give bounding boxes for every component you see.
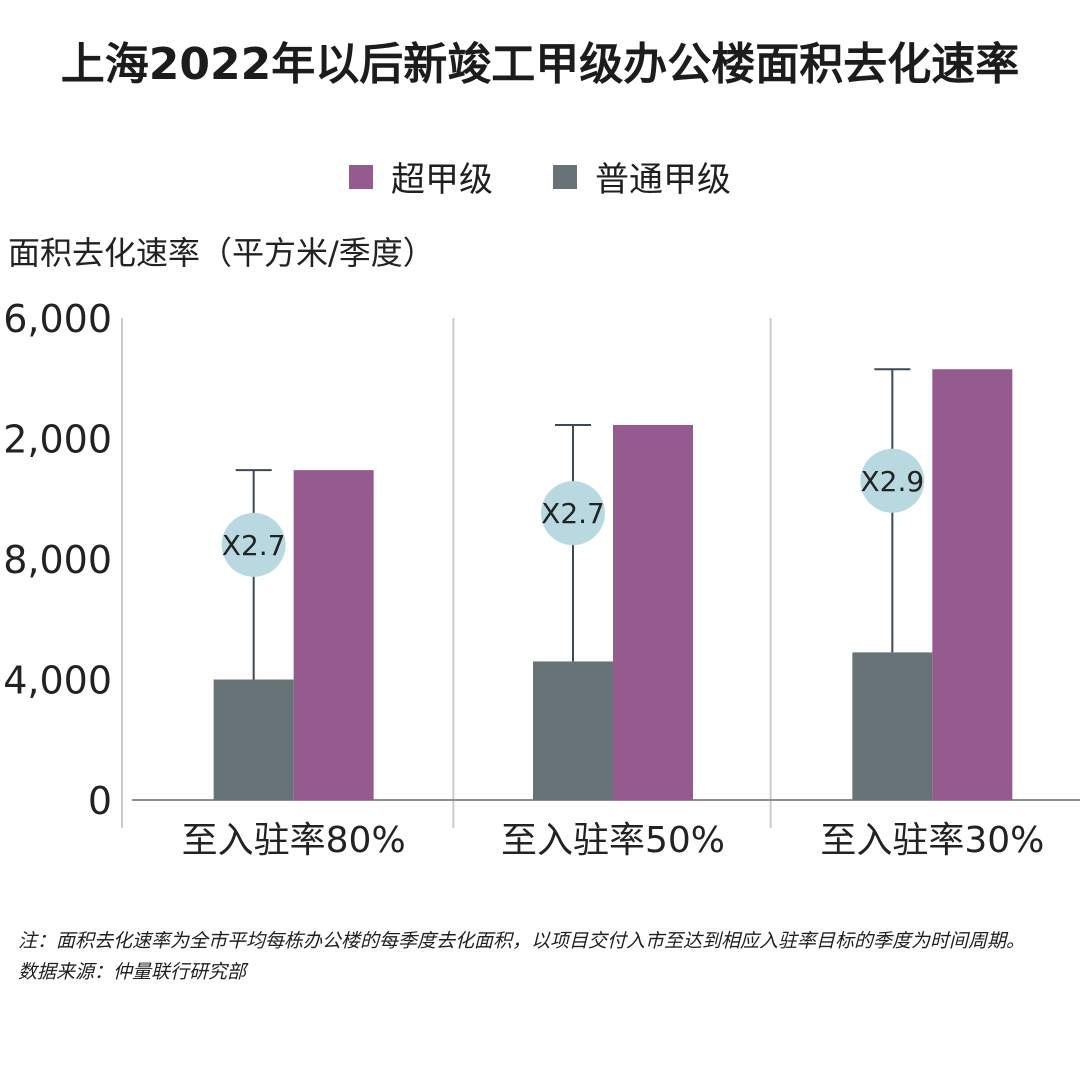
y-tick-label: 4,000 (3, 659, 112, 703)
y-tick-label: 16,000 (0, 297, 112, 341)
multiplier-label: X2.7 (222, 529, 286, 562)
bar-super-grade-a (613, 424, 693, 800)
multiplier-label: X2.9 (860, 465, 924, 498)
bar-grade-a (533, 661, 613, 800)
y-tick-label: 12,000 (0, 418, 112, 462)
x-category-label: 至入驻率30% (820, 820, 1044, 861)
legend-item-super-grade-a: 超甲级 (349, 152, 493, 201)
x-category-label: 至入驻率50% (501, 820, 725, 861)
legend: 超甲级 普通甲级 (0, 152, 1080, 201)
y-tick-label: 8,000 (3, 538, 112, 582)
bar-grade-a (213, 679, 294, 800)
legend-label-super-grade-a: 超甲级 (391, 160, 493, 200)
footnote-note: 注：面积去化速率为全市平均每栋办公楼的每季度去化面积，以项目交付入市至达到相应入… (18, 930, 1026, 952)
y-axis-label: 面积去化速率（平方米/季度） (8, 234, 435, 272)
y-tick-label: 0 (88, 779, 112, 823)
bar-grade-a (852, 652, 933, 800)
x-category-label: 至入驻率80% (182, 820, 406, 861)
footnote-source: 数据来源：仲量联行研究部 (18, 961, 247, 983)
multiplier-badge (860, 448, 925, 513)
bar-super-grade-a (932, 369, 1013, 800)
bar-chart: 0 4,000 8,000 12,000 16,000 X2.7 至入驻率80% X2.7 至入… (0, 297, 1080, 861)
bar-super-grade-a (293, 470, 374, 800)
legend-swatch-super-grade-a (349, 164, 373, 189)
multiplier-badge (541, 481, 605, 546)
legend-swatch-grade-a (553, 164, 577, 189)
footnote: 注：面积去化速率为全市平均每栋办公楼的每季度去化面积，以项目交付入市至达到相应入… (18, 926, 1068, 988)
multiplier-badge (221, 512, 286, 577)
legend-label-grade-a: 普通甲级 (595, 160, 731, 200)
multiplier-label: X2.7 (541, 497, 605, 530)
legend-item-grade-a: 普通甲级 (553, 152, 731, 201)
chart-title: 上海2022年以后新竣工甲级办公楼面积去化速率 (60, 39, 1020, 90)
